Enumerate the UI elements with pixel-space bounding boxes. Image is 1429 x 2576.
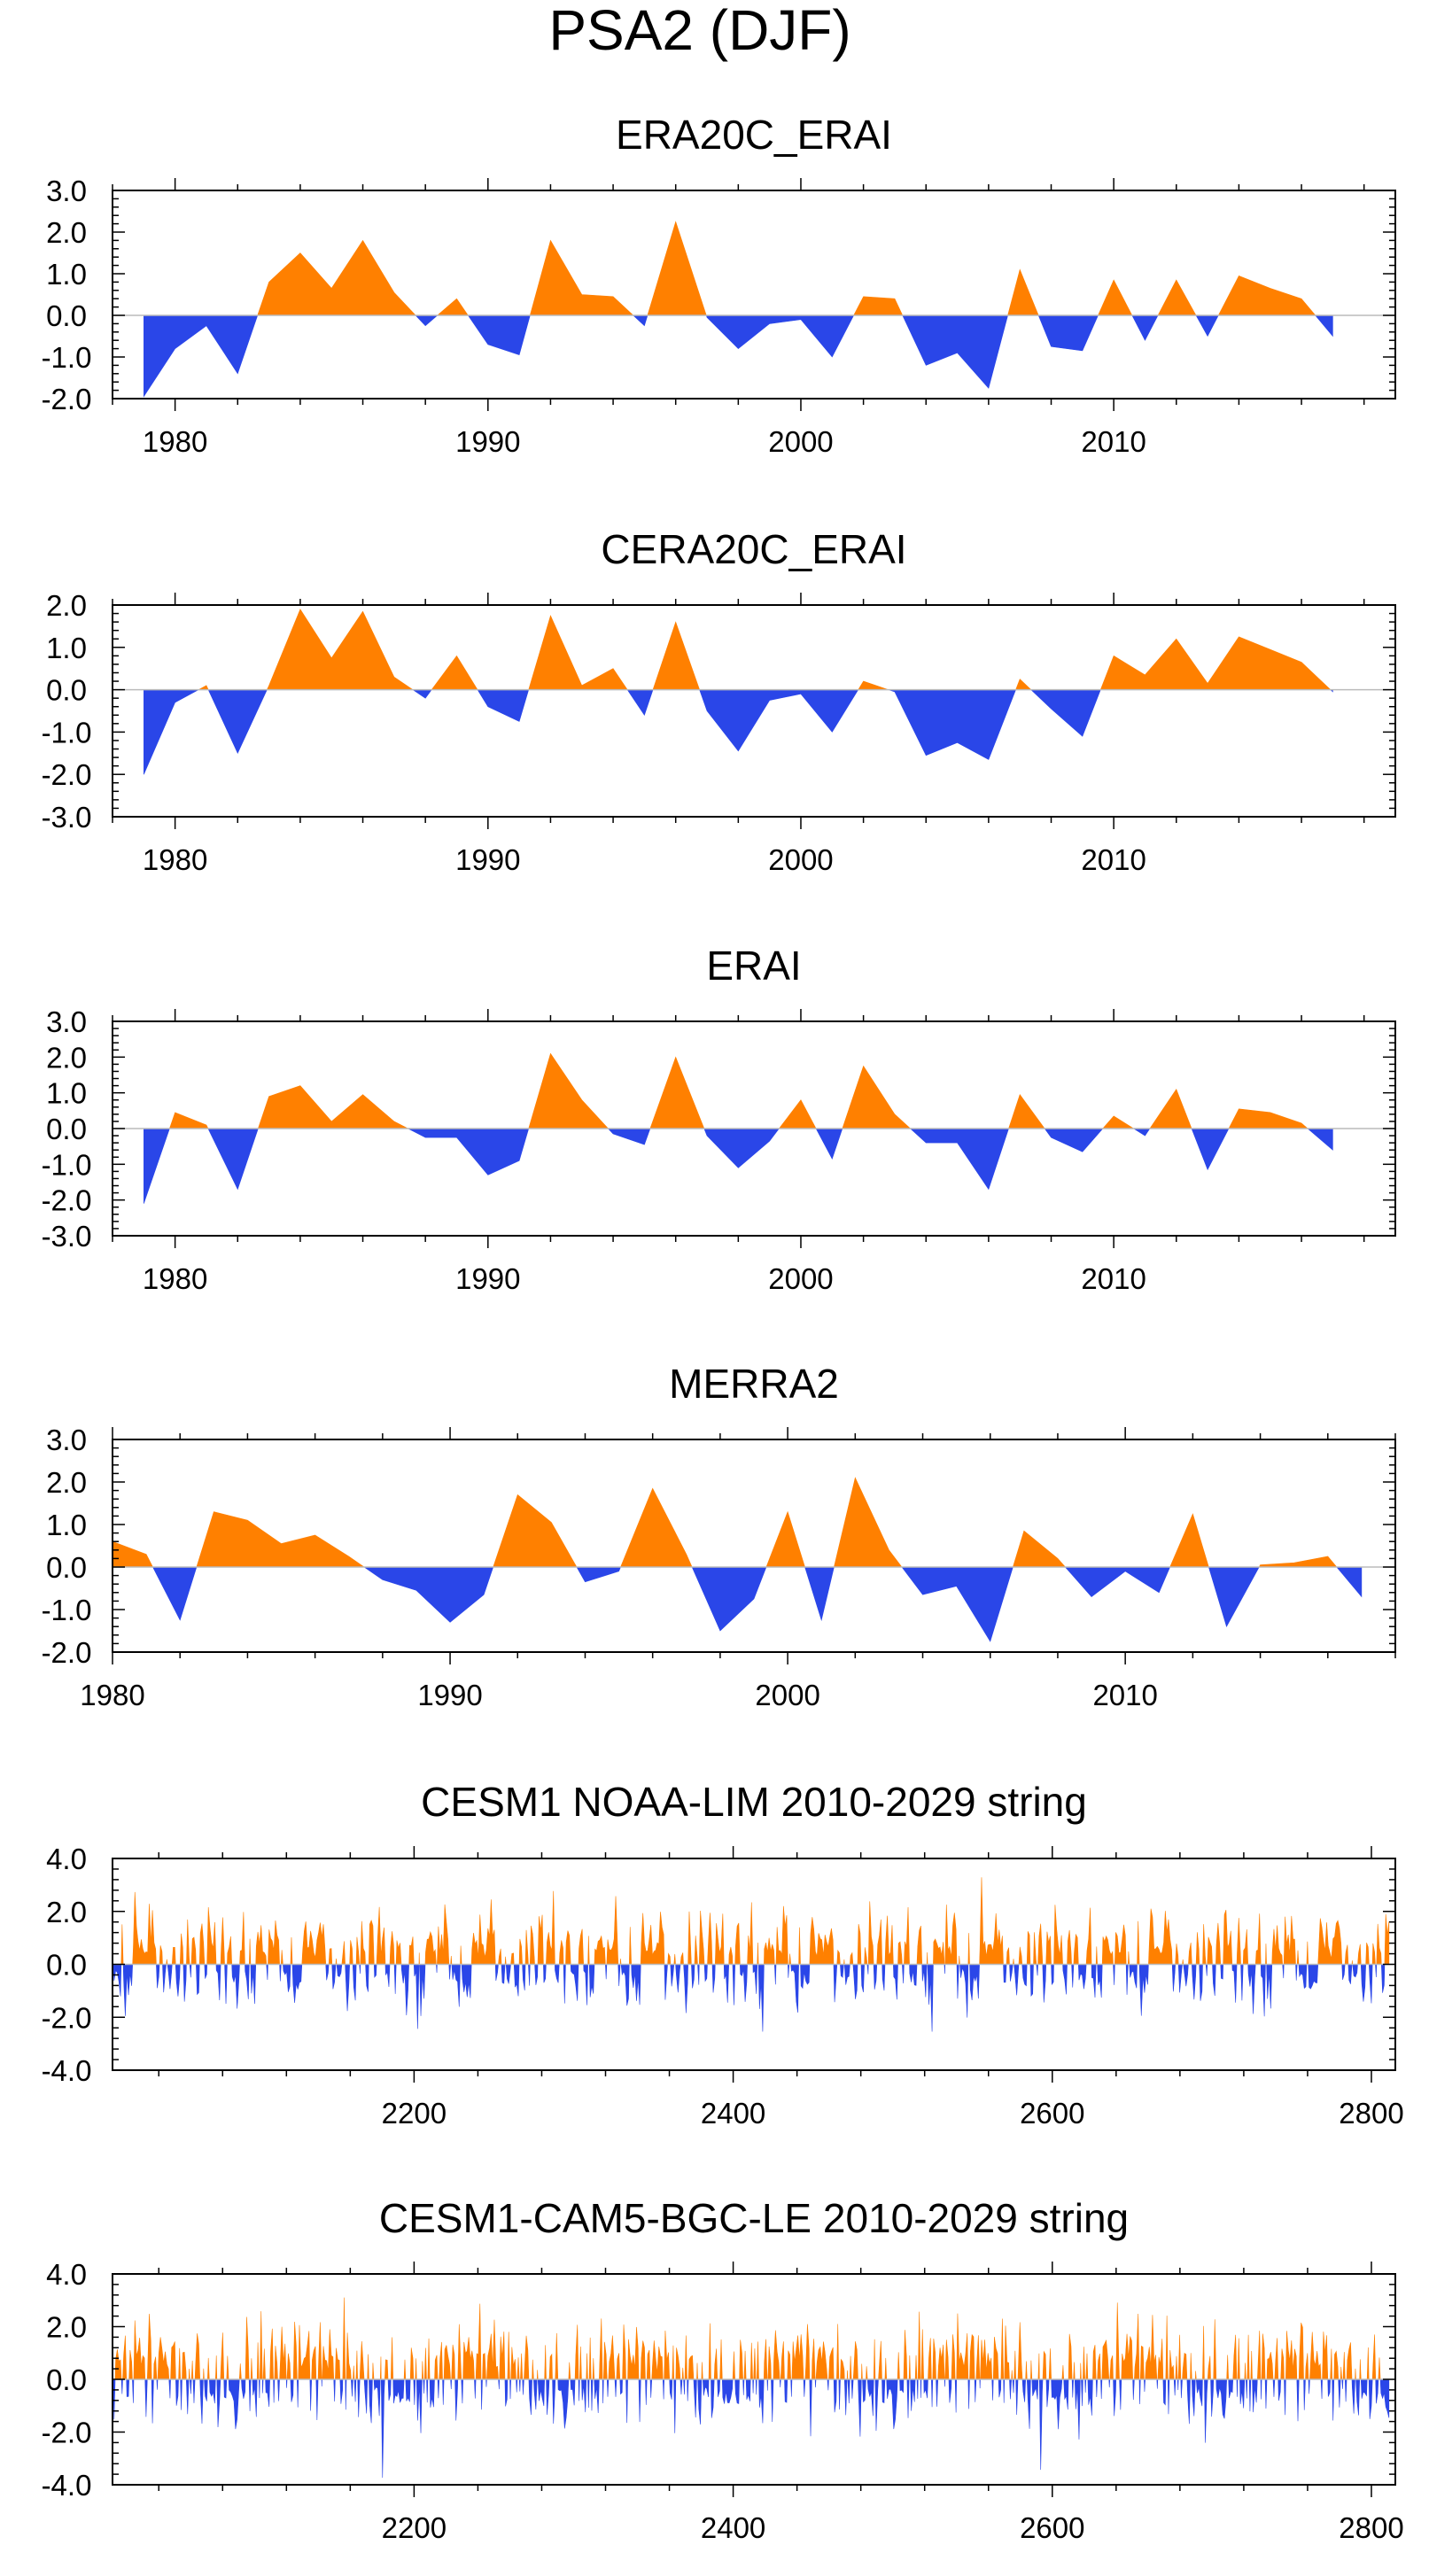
x-tick-label: 2600 [1020,2511,1084,2544]
figure-title: PSA2 (DJF) [548,0,850,62]
negative-area [144,689,1333,775]
y-tick-label: 0.0 [46,1949,87,1982]
y-tick-label: -4.0 [42,2469,92,2502]
negative-area [113,2378,1390,2479]
y-tick-label: 1.0 [46,1509,87,1541]
y-tick-label: -1.0 [42,1148,92,1181]
y-tick-label: -2.0 [42,758,92,791]
x-tick-label: 2200 [382,2511,447,2544]
x-tick-label: 2000 [768,1262,833,1295]
negative-area [144,314,1333,398]
panel-5: CESM1 NOAA-LIM 2010-2029 string -4.0 -2.0 0… [42,1779,1404,2130]
y-tick-label: -1.0 [42,1594,92,1626]
x-tick-label: 1990 [455,1262,520,1295]
panel-title: CERA20C_ERAI [601,526,906,572]
y-tick-label: 2.0 [46,1466,87,1499]
y-tick-label: 1.0 [46,632,87,664]
y-tick-label: 1.0 [46,1077,87,1110]
x-tick-label: 2600 [1020,2097,1084,2130]
y-tick-label: 3.0 [46,175,87,207]
x-tick-label: 2000 [768,425,833,458]
y-tick-label: 2.0 [46,2311,87,2344]
x-tick-label: 2800 [1339,2097,1403,2130]
positive-area [144,221,1333,316]
y-tick-label: -1.0 [42,716,92,749]
panel-4: MERRA2 -2.0 -1.0 0.0 1.0 2.0 3.0 1980 1990 2000 20… [42,1361,1396,1711]
positive-area [113,1877,1390,1965]
negative-area [144,1128,1333,1204]
y-tick-label: 4.0 [46,1843,87,1875]
y-tick-label: 2.0 [46,216,87,249]
x-tick-label: 2000 [768,843,833,876]
panel-1: ERA20C_ERAI -2.0 -1.0 0.0 1.0 2.0 3.0 1980 1990 2… [42,112,1396,458]
y-tick-label: -2.0 [42,1636,92,1669]
plot-area [113,2297,1390,2479]
x-tick-label: 1990 [455,843,520,876]
y-tick-label: 2.0 [46,589,87,622]
x-tick-label: 2010 [1081,1262,1146,1295]
y-tick-label: -3.0 [42,1220,92,1253]
y-tick-label: 2.0 [46,1896,87,1928]
y-tick-label: -3.0 [42,801,92,834]
y-tick-label: -1.0 [42,341,92,374]
axes-frame [112,190,1396,400]
x-tick-label: 1980 [80,1679,144,1711]
axes-frame [112,604,1396,818]
y-tick-label: 3.0 [46,1424,87,1456]
y-tick-label: 2.0 [46,1041,87,1074]
y-tick-label: 1.0 [46,258,87,291]
x-tick-label: 2400 [701,2511,765,2544]
plot-area [113,1477,1363,1642]
y-tick-label: -2.0 [42,1184,92,1217]
positive-area [113,2297,1389,2380]
panel-title: MERRA2 [669,1361,839,1407]
panel-title: CESM1-CAM5-BGC-LE 2010-2029 string [379,2195,1129,2241]
y-tick-label: -2.0 [42,2001,92,2034]
y-tick-label: 0.0 [46,674,87,707]
plot-area [144,609,1333,775]
panel-title: ERAI [706,943,801,989]
x-tick-label: 2010 [1092,1679,1157,1711]
panel-title: CESM1 NOAA-LIM 2010-2029 string [421,1779,1087,1825]
y-tick-label: 0.0 [46,1551,87,1584]
x-tick-label: 2000 [755,1679,819,1711]
y-tick-label: -2.0 [42,2417,92,2449]
y-tick-label: 3.0 [46,1005,87,1038]
y-tick-label: 0.0 [46,1113,87,1145]
plot-area [113,1877,1390,2032]
x-tick-label: 2400 [701,2097,765,2130]
negative-area [113,1566,1363,1642]
panel-6: CESM1-CAM5-BGC-LE 2010-2029 string -4.0 -2… [42,2195,1404,2544]
x-tick-label: 2010 [1081,425,1146,458]
y-tick-label: 0.0 [46,299,87,332]
x-tick-label: 1990 [417,1679,482,1711]
x-tick-label: 2010 [1081,843,1146,876]
x-tick-label: 1980 [143,425,207,458]
panel-3: ERAI -3.0-2.0-1.00.01.02.03.0 1980 1990 2000… [42,943,1396,1295]
panel-title: ERA20C_ERAI [616,112,892,158]
positive-area [144,1052,1333,1129]
x-tick-label: 2800 [1339,2511,1403,2544]
x-tick-label: 2200 [382,2097,447,2130]
x-tick-label: 1980 [143,1262,207,1295]
panel-2: CERA20C_ERAI -3.0 -2.0 -1.0 0.0 1.0 2.0 1980 199… [42,526,1396,876]
axes-frame [112,1439,1396,1653]
y-tick-label: -2.0 [42,383,92,415]
positive-area [113,1477,1362,1568]
negative-area [113,1964,1389,2032]
y-tick-label: 4.0 [46,2258,87,2291]
plot-area [144,221,1333,398]
y-tick-label: 0.0 [46,2363,87,2396]
positive-area [144,609,1333,690]
x-tick-label: 1980 [143,843,207,876]
y-tick-label: -4.0 [42,2054,92,2087]
x-tick-label: 1990 [455,425,520,458]
